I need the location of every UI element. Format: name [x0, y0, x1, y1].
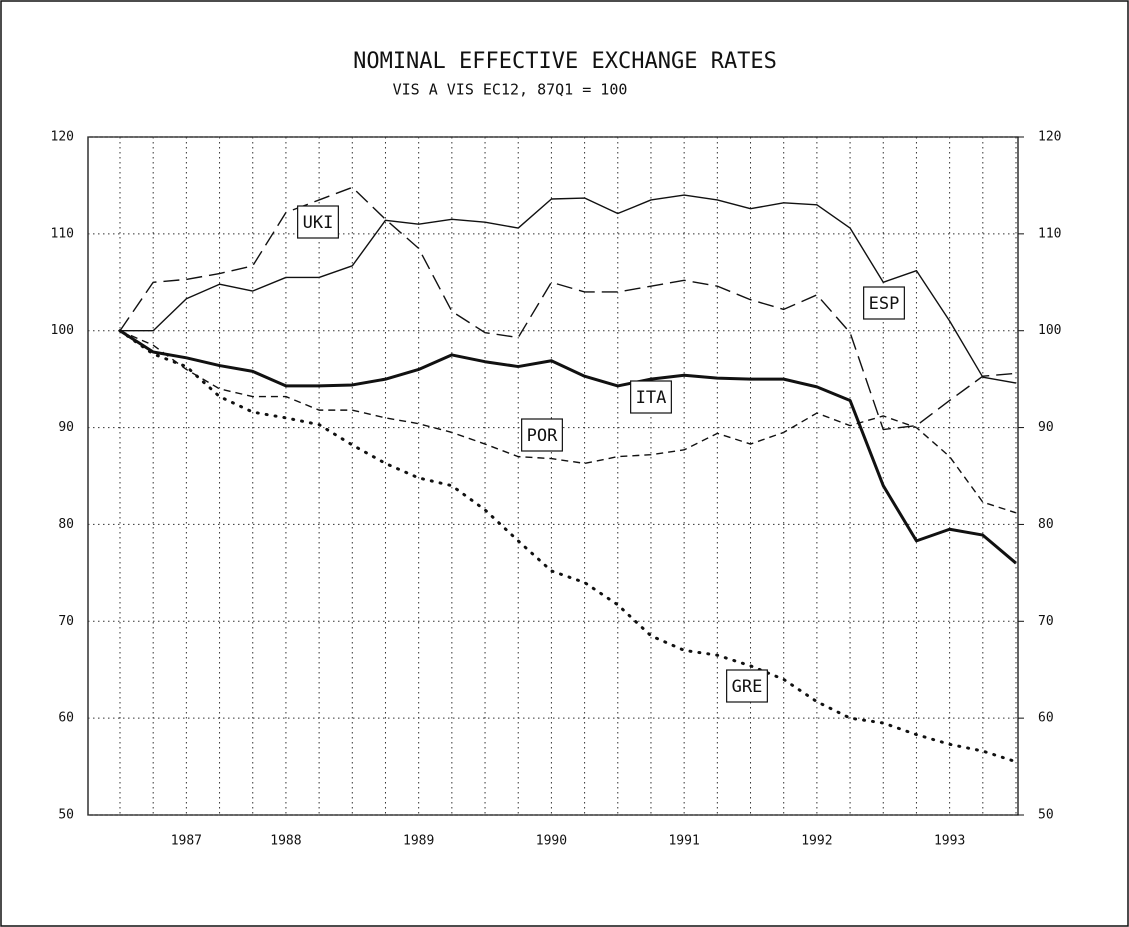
series-label: GRE [732, 677, 763, 697]
y2-tick-label: 90 [1038, 420, 1054, 435]
y-tick-label: 110 [51, 226, 74, 241]
y2-tick-label: 80 [1038, 517, 1054, 532]
x-tick-label: 1991 [668, 834, 699, 849]
series-label-box [630, 380, 672, 414]
series-line [119, 186, 1017, 431]
series-label-box [521, 418, 563, 452]
x-tick-label: 1988 [270, 834, 301, 849]
y2-tick-label: 100 [1038, 323, 1061, 338]
series-line [118, 329, 1018, 764]
y2-tick-label: 70 [1038, 614, 1054, 629]
series-line [119, 329, 1017, 565]
x-tick-label: 1990 [536, 834, 567, 849]
y-tick-label: 50 [58, 808, 74, 823]
x-tick-label: 1987 [171, 834, 202, 849]
series-line [120, 194, 1017, 384]
series-label-box [863, 286, 905, 320]
y-tick-label: 100 [51, 323, 74, 338]
y-tick-label: 60 [58, 711, 74, 726]
series-label: POR [527, 426, 558, 446]
y-tick-label: 80 [58, 517, 74, 532]
y2-tick-label: 50 [1038, 808, 1054, 823]
chart-title: NOMINAL EFFECTIVE EXCHANGE RATES [353, 49, 777, 74]
y2-tick-label: 120 [1038, 130, 1061, 145]
x-tick-label: 1989 [403, 834, 434, 849]
series-label-box [726, 669, 768, 703]
chart-subtitle: VIS A VIS EC12, 87Q1 = 100 [393, 81, 628, 99]
series-label: ESP [869, 294, 900, 314]
y-tick-label: 70 [58, 614, 74, 629]
x-tick-label: 1993 [934, 834, 965, 849]
series-line [119, 330, 1017, 514]
series-label: ITA [636, 388, 667, 408]
x-tick-label: 1992 [801, 834, 832, 849]
series-label-box [297, 205, 339, 239]
y2-tick-label: 110 [1038, 226, 1061, 241]
y-tick-label: 90 [58, 420, 74, 435]
y-tick-label: 120 [51, 130, 74, 145]
y2-tick-label: 60 [1038, 711, 1054, 726]
series-label: UKI [303, 213, 334, 233]
